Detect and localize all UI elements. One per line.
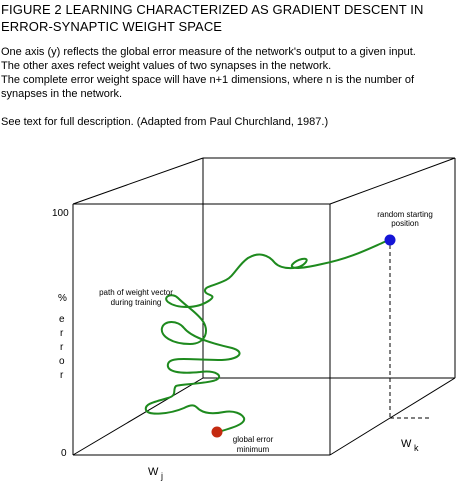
box-depth-top-left [72, 157, 204, 205]
figure-title-line-2: ERROR-SYNAPTIC WEIGHT SPACE [1, 19, 223, 34]
box-depth-top-right [329, 157, 456, 205]
z-axis-label-main: W [401, 438, 412, 450]
description-line-1: One axis (y) reflects the global error m… [1, 46, 416, 58]
y-axis-letter-2: r [60, 328, 64, 339]
y-axis-letter-4: o [59, 356, 65, 367]
description-line-5: See text for full description. (Adapted … [1, 116, 329, 128]
box-depth-bottom-right [329, 377, 456, 456]
description-line-4: synapses in the network. [1, 88, 123, 100]
start-projection [389, 245, 430, 419]
y-axis-unit-label: % [58, 293, 67, 304]
box-front-face [72, 203, 331, 456]
min-annotation-line-2: minimum [237, 445, 270, 454]
y-axis-letter-1: e [59, 314, 65, 325]
min-annotation-line-1: global error [233, 435, 274, 444]
description-line-2: The other axes refect weight values of t… [1, 60, 332, 72]
x-axis-label-sub: j [160, 471, 163, 481]
weight-vector-path [144, 239, 390, 433]
box-back-face [202, 157, 456, 379]
start-annotation-line-2: position [391, 219, 419, 228]
description-line-3: The complete error weight space will hav… [1, 74, 415, 86]
y-axis-min-label: 0 [61, 448, 67, 459]
y-axis-letter-3: r [60, 342, 64, 353]
random-starting-position-point [384, 234, 396, 246]
figure-description: One axis (y) reflects the global error m… [1, 45, 456, 129]
z-axis-label-sub: k [414, 443, 419, 453]
y-axis-max-label: 100 [52, 208, 69, 219]
path-annotation-line-1: path of weight vector [99, 288, 173, 297]
figure-title-line-1: FIGURE 2 LEARNING CHARACTERIZED AS GRADI… [1, 2, 424, 17]
box-depth-bottom-left [72, 377, 204, 456]
x-axis-label-main: W [148, 466, 159, 478]
y-axis-letter-5: r [60, 370, 64, 381]
path-annotation-line-2: during training [111, 298, 162, 307]
box-depth-edges [72, 157, 456, 456]
start-annotation-line-1: random starting [377, 210, 433, 219]
figure-title: FIGURE 2 LEARNING CHARACTERIZED AS GRADI… [1, 1, 456, 35]
global-error-minimum-point [211, 426, 223, 438]
